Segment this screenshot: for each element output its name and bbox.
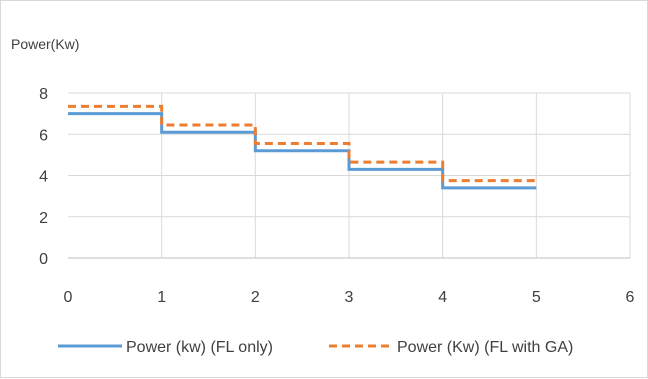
y-tick-labels: 0 2 4 6 8 [39,86,48,268]
legend: Power (kw) (FL only) Power (Kw) (FL with … [58,339,573,356]
x-tick-labels: 0 1 2 3 4 5 6 [64,289,635,306]
x-tick-4: 4 [438,289,447,306]
y-tick-0: 0 [39,251,48,268]
y-tick-8: 8 [39,86,48,103]
y-tick-6: 6 [39,127,48,144]
legend-label-1: Power (kw) (FL only) [126,339,273,356]
x-tick-1: 1 [157,289,166,306]
x-tick-5: 5 [532,289,541,306]
x-tick-6: 6 [626,289,635,306]
gridlines [68,92,631,258]
x-tick-0: 0 [64,289,73,306]
series-lines [68,104,537,190]
x-tick-3: 3 [345,289,354,306]
legend-label-2: Power (Kw) (FL with GA) [397,339,573,356]
y-tick-2: 2 [39,210,48,227]
x-tick-2: 2 [251,289,260,306]
y-tick-4: 4 [39,169,48,186]
y-axis-label: Power(Kw) [11,36,79,52]
series-line-2 [68,104,537,183]
series-line-1 [68,112,537,190]
